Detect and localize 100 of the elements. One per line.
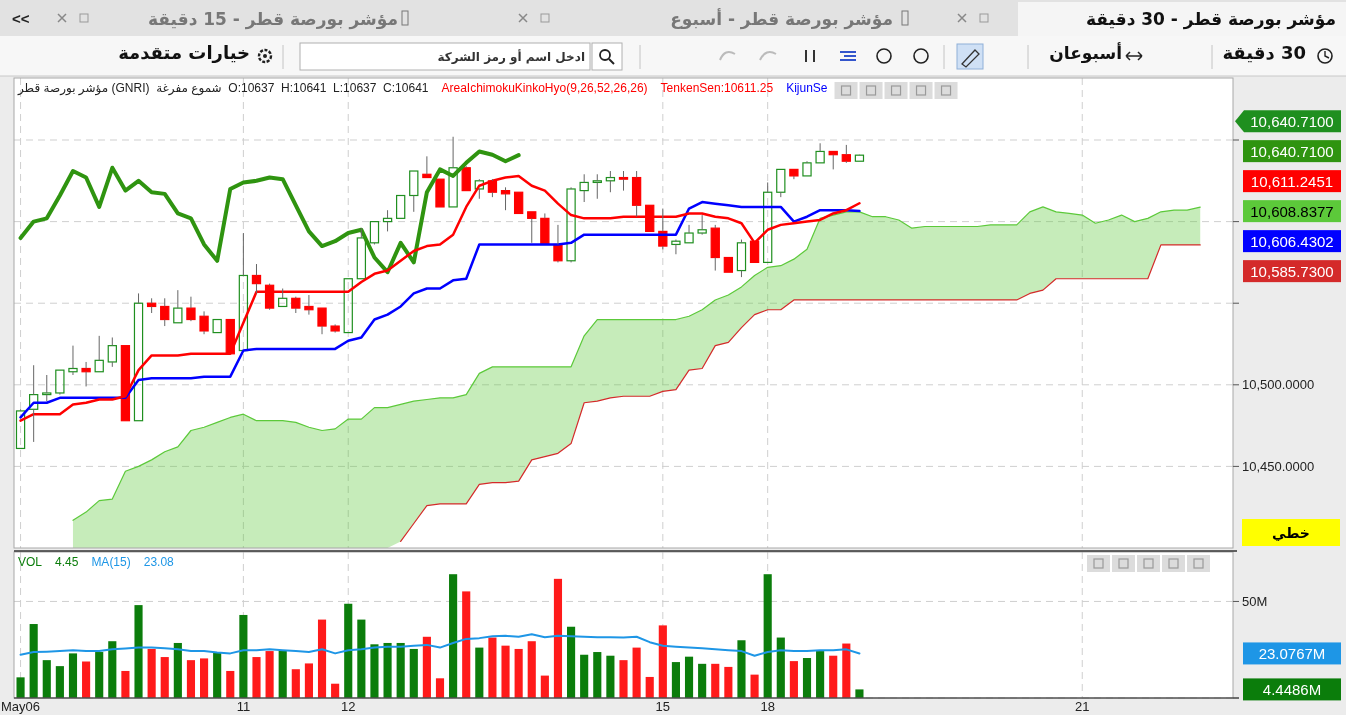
bar (304, 663, 313, 698)
candlestick (736, 239, 747, 278)
annotation: 23.08 (143, 555, 175, 569)
bar (370, 644, 379, 698)
x-tick-label: May06 (1, 699, 41, 714)
bar (567, 626, 576, 698)
bar (160, 657, 169, 698)
text: << (12, 10, 30, 27)
x-tick-label: 18 (760, 699, 775, 714)
bar (213, 653, 222, 698)
line-series (400, 244, 1201, 543)
bar (121, 670, 130, 698)
bar (29, 624, 38, 698)
candlestick (199, 310, 209, 335)
candlestick (553, 224, 563, 263)
candlestick (540, 212, 550, 246)
candlestick (461, 165, 471, 192)
candlestick (81, 361, 91, 387)
candlestick (107, 336, 117, 368)
bar (226, 670, 235, 698)
candlestick (29, 364, 39, 443)
bar (449, 574, 458, 698)
text: 30 دقيقة (1222, 42, 1306, 63)
bar (737, 640, 746, 698)
text: 23.0767M (1258, 644, 1326, 662)
text: خيارات متقدمة (118, 42, 250, 63)
annotation: 4.45 (55, 555, 79, 569)
bar (396, 642, 405, 698)
candlestick (566, 186, 576, 263)
bar (619, 660, 628, 698)
line-series (18, 149, 521, 275)
candlestick (684, 224, 694, 244)
bar (671, 662, 680, 698)
bar (383, 642, 392, 698)
text: خطي (1272, 525, 1310, 542)
chart-subtitle: مؤشر بورصة قطر (GNRI) شموع مفرغة O:10637 H:10641 L:10637 C:10641 (17, 81, 429, 96)
bar (278, 650, 287, 698)
bar (186, 660, 196, 698)
x-tick-label: 21 (1075, 699, 1090, 714)
bar (68, 653, 78, 698)
bar (488, 637, 497, 698)
bar (331, 683, 340, 698)
candlestick (278, 288, 288, 308)
candlestick (68, 345, 78, 376)
candlestick (160, 297, 170, 327)
bar (435, 678, 445, 698)
candlestick (605, 170, 616, 193)
text: 10,611.2451 (1250, 172, 1334, 190)
bar (409, 648, 418, 698)
bar (252, 657, 261, 698)
text: KijunSe (786, 81, 828, 95)
bar (724, 666, 733, 698)
candlestick (94, 335, 104, 373)
candlestick (710, 224, 720, 272)
candlestick (500, 186, 511, 211)
bar (475, 647, 484, 698)
bar (173, 642, 182, 698)
candlestick (841, 144, 851, 164)
candlestick (789, 168, 799, 180)
text: مؤشر بورصة قطر - 30 دقيقة (1086, 9, 1336, 30)
bar (711, 663, 720, 698)
text: TenkenSen:10611.25 (660, 81, 774, 95)
bar (842, 643, 851, 698)
text: 10,640.7100 (1250, 112, 1334, 130)
text: مؤشر بورصة قطر - أسبوع (670, 8, 893, 30)
candlestick (815, 142, 825, 164)
candlestick (828, 150, 838, 170)
bar (514, 648, 523, 698)
bar (829, 655, 838, 698)
candlestick (133, 292, 144, 422)
candlestick (474, 178, 484, 200)
bar (422, 636, 431, 698)
bar (750, 674, 759, 698)
bar (763, 574, 772, 698)
candlestick (238, 232, 249, 352)
text: 10,640.7100 (1250, 142, 1334, 160)
text: أسبوعان (1049, 42, 1122, 64)
candlestick (382, 209, 393, 232)
bar (134, 605, 143, 698)
candlestick (422, 155, 432, 179)
bar (501, 645, 510, 698)
bar (802, 658, 812, 698)
bar (855, 689, 864, 698)
text: 4.4486M (1262, 680, 1322, 698)
bar (658, 625, 667, 698)
bar (632, 647, 641, 698)
x-tick-label: 15 (655, 699, 671, 714)
bar (55, 666, 64, 698)
bar (553, 578, 563, 698)
candlestick (763, 181, 773, 264)
candlestick (186, 296, 196, 322)
y-tick-label: 10,500.0000 (1242, 377, 1315, 393)
bar (540, 675, 549, 698)
candlestick (15, 408, 26, 450)
candlestick (776, 168, 786, 198)
candlestick (527, 211, 537, 244)
text: مؤشر بورصة قطر - 15 دقيقة (148, 9, 398, 30)
text: VOL (18, 555, 43, 569)
x-tick-label: 12 (341, 699, 356, 714)
candlestick (251, 263, 262, 294)
